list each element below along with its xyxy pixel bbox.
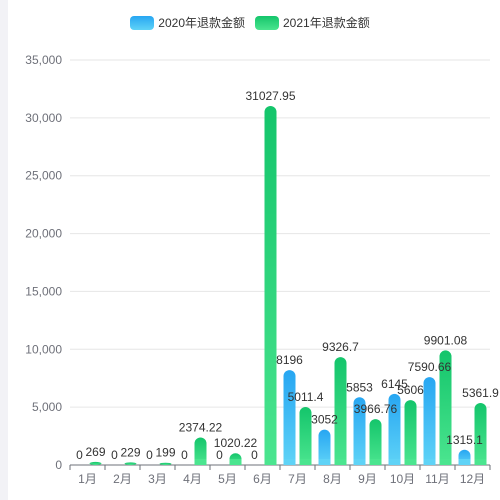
legend-swatch-2021 xyxy=(255,15,279,30)
bar-base-2020 xyxy=(318,459,331,465)
data-label: 7590.66 xyxy=(408,360,452,374)
y-tick-label: 30,000 xyxy=(25,111,62,125)
bar-2021[interactable] xyxy=(439,350,452,465)
data-label: 31027.95 xyxy=(245,89,295,103)
x-tick-label: 6月 xyxy=(253,472,272,486)
x-tick-label: 1月 xyxy=(78,472,97,486)
bar-2021[interactable] xyxy=(369,419,382,465)
y-tick-label: 5,000 xyxy=(32,400,62,414)
data-label: 6145 xyxy=(381,377,408,391)
bar-2021[interactable] xyxy=(264,105,277,466)
y-tick-label: 35,000 xyxy=(25,53,62,67)
bar-base-2021 xyxy=(229,459,242,465)
x-tick-label: 3月 xyxy=(148,472,167,486)
bar-2021[interactable] xyxy=(334,357,347,465)
chart-legend: 2020年退款金额 2021年退款金额 xyxy=(0,14,500,31)
data-label: 229 xyxy=(120,445,140,459)
data-label: 2374.22 xyxy=(179,421,223,435)
data-label: 1315.1 xyxy=(446,433,483,447)
bar-2020[interactable] xyxy=(388,393,401,465)
data-label: 269 xyxy=(85,445,105,459)
bar-base-2020 xyxy=(388,459,401,465)
x-tick-label: 7月 xyxy=(288,472,307,486)
y-tick-label: 10,000 xyxy=(25,342,62,356)
x-tick-label: 11月 xyxy=(425,472,449,486)
x-tick-label: 9月 xyxy=(358,472,377,486)
legend-label-2021: 2021年退款金额 xyxy=(283,16,370,30)
bar-2021[interactable] xyxy=(299,407,312,465)
bar-2021[interactable] xyxy=(89,461,102,465)
data-label: 5606 xyxy=(397,383,424,397)
x-tick-label: 8月 xyxy=(323,472,342,486)
bar-2021[interactable] xyxy=(404,400,417,465)
x-tick-label: 10月 xyxy=(390,472,415,486)
legend-item-2020[interactable]: 2020年退款金额 xyxy=(130,14,245,31)
legend-label-2020: 2020年退款金额 xyxy=(158,16,245,30)
data-label: 0 xyxy=(216,448,223,462)
bar-2021[interactable] xyxy=(194,437,207,465)
data-label: 0 xyxy=(76,448,83,462)
bar-base-2021 xyxy=(299,459,312,465)
data-label: 199 xyxy=(155,446,175,460)
bar-2021[interactable] xyxy=(124,462,137,465)
bar-base-2021 xyxy=(264,459,277,465)
bar-base-2020 xyxy=(283,459,296,465)
data-label: 3966.76 xyxy=(354,402,398,416)
data-label: 5011.4 xyxy=(288,390,324,404)
x-tick-label: 4月 xyxy=(183,472,202,486)
y-tick-label: 0 xyxy=(55,458,62,472)
bar-base-2021 xyxy=(474,459,487,465)
bar-base-2021 xyxy=(404,459,417,465)
data-label: 5361.9 xyxy=(462,386,499,400)
bar-2020[interactable] xyxy=(423,377,436,465)
bar-2021[interactable] xyxy=(474,402,487,465)
bar-2020[interactable] xyxy=(353,397,366,465)
data-label: 9326.7 xyxy=(322,340,359,354)
bar-base-2021 xyxy=(369,459,382,465)
bar-base-2020 xyxy=(458,459,471,465)
data-label: 0 xyxy=(111,448,118,462)
bar-base-2020 xyxy=(423,459,436,465)
chart-card xyxy=(8,0,500,500)
bar-base-2021 xyxy=(194,459,207,465)
data-label: 8196 xyxy=(276,353,303,367)
data-label: 0 xyxy=(146,448,153,462)
legend-swatch-2020 xyxy=(130,15,155,30)
y-tick-label: 15,000 xyxy=(25,284,62,298)
bar-2020[interactable] xyxy=(283,370,296,465)
y-tick-label: 20,000 xyxy=(25,227,62,241)
x-tick-label: 12月 xyxy=(460,472,485,486)
data-label: 3052 xyxy=(311,413,338,427)
data-label: 0 xyxy=(251,448,258,462)
bar-base-2021 xyxy=(439,459,452,465)
legend-item-2021[interactable]: 2021年退款金额 xyxy=(255,14,370,31)
y-tick-label: 25,000 xyxy=(25,169,62,183)
data-label: 9901.08 xyxy=(424,333,468,347)
bar-base-2021 xyxy=(334,459,347,465)
data-label: 1020.22 xyxy=(214,436,258,450)
x-tick-label: 5月 xyxy=(218,472,237,486)
data-label: 0 xyxy=(181,448,188,462)
bar-2020[interactable] xyxy=(318,429,331,465)
bar-base-2020 xyxy=(353,459,366,465)
x-tick-label: 2月 xyxy=(113,472,132,486)
data-label: 5853 xyxy=(346,380,373,394)
bar-2021[interactable] xyxy=(159,462,172,465)
